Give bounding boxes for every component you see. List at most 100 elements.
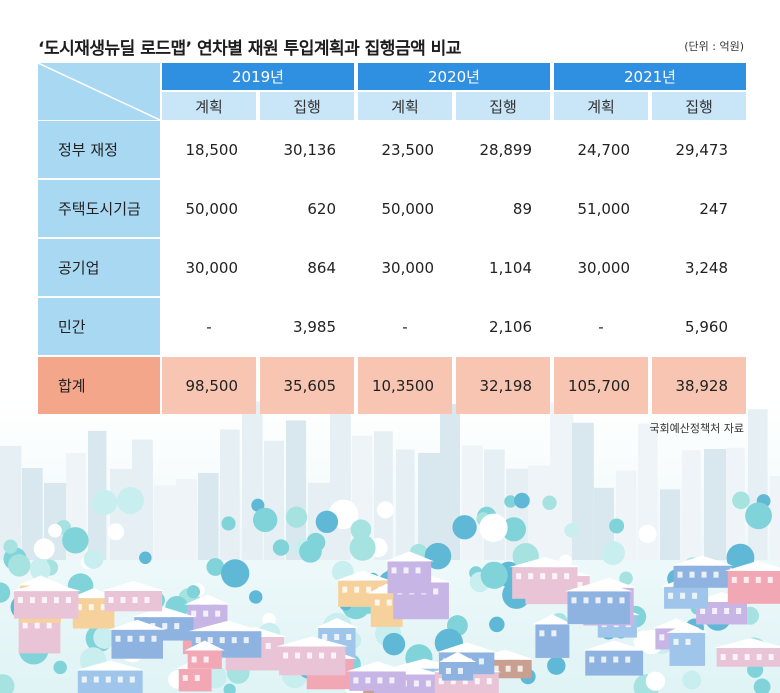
tree <box>107 523 125 541</box>
roof <box>184 594 231 605</box>
window <box>144 596 150 603</box>
tree <box>376 501 394 519</box>
tower <box>682 450 701 560</box>
window <box>354 586 360 593</box>
tree <box>186 585 201 599</box>
window <box>127 635 133 642</box>
window <box>713 571 719 578</box>
value-cell: 35,605 <box>260 357 354 414</box>
roof <box>108 619 166 630</box>
window <box>415 567 421 574</box>
window <box>577 582 583 589</box>
roof <box>564 581 633 592</box>
window <box>120 596 126 603</box>
tower <box>616 470 637 560</box>
window <box>731 576 737 583</box>
value-cell: 3,248 <box>652 239 746 296</box>
window <box>117 676 123 683</box>
tree <box>349 534 376 561</box>
roof <box>184 640 225 651</box>
window <box>743 576 749 583</box>
window <box>132 596 138 603</box>
window <box>425 680 431 687</box>
tower <box>528 465 551 560</box>
window <box>319 652 325 659</box>
roof <box>10 581 82 592</box>
tree <box>480 561 508 589</box>
window <box>374 599 380 606</box>
window <box>191 656 197 663</box>
window <box>700 607 706 614</box>
tree <box>249 590 263 604</box>
tower <box>704 448 728 560</box>
tree <box>299 540 322 563</box>
window <box>182 674 188 681</box>
tree <box>62 527 89 554</box>
year-header: 2019년 <box>162 63 354 90</box>
tower <box>242 401 263 560</box>
window <box>191 610 197 617</box>
house <box>13 591 79 619</box>
tree <box>350 519 372 541</box>
tree <box>645 671 666 691</box>
tree <box>0 674 15 693</box>
tower <box>462 445 483 560</box>
tree <box>501 517 526 542</box>
value-cell: 50,000 <box>162 180 256 237</box>
house <box>279 646 346 676</box>
value-cell: 30,000 <box>554 239 648 296</box>
house <box>664 586 709 609</box>
tree <box>83 549 104 569</box>
window <box>595 597 601 604</box>
window <box>53 597 59 604</box>
window <box>307 652 313 659</box>
window <box>462 678 468 685</box>
tree <box>48 523 62 538</box>
window <box>724 607 730 614</box>
window <box>194 674 200 681</box>
window <box>607 597 613 604</box>
tree <box>91 489 118 516</box>
window <box>100 604 106 611</box>
window <box>81 676 87 683</box>
source: 국회예산정책처 자료 <box>649 422 744 435</box>
window <box>438 678 444 685</box>
window <box>219 637 225 644</box>
tree <box>252 507 278 533</box>
window <box>756 654 762 661</box>
tower <box>550 402 574 560</box>
tower <box>176 479 197 560</box>
window <box>486 678 492 685</box>
tree <box>33 538 55 560</box>
window <box>659 634 665 641</box>
house <box>585 650 644 676</box>
city <box>0 401 780 693</box>
tree <box>514 492 530 509</box>
value-cell: 30,000 <box>162 239 256 296</box>
value-cell: 51,000 <box>554 180 648 237</box>
tree <box>753 678 771 693</box>
value-cell: 1,104 <box>456 239 550 296</box>
window <box>528 573 534 580</box>
tower <box>374 431 393 560</box>
tower <box>660 489 681 560</box>
window <box>366 586 372 593</box>
house <box>111 629 163 659</box>
tree <box>732 491 750 510</box>
window <box>129 676 135 683</box>
window <box>22 622 28 629</box>
value-cell: 2,106 <box>456 298 550 355</box>
window <box>265 643 271 650</box>
window <box>365 677 371 684</box>
roof <box>101 580 166 591</box>
tree <box>30 557 49 576</box>
window <box>34 622 40 629</box>
window <box>46 622 52 629</box>
value-cell: 38,928 <box>652 357 746 414</box>
row-label: 주택도시기금 <box>38 180 160 237</box>
tree <box>53 660 67 675</box>
window <box>673 638 679 645</box>
roof <box>131 607 197 618</box>
value-cell: 23,500 <box>358 121 452 178</box>
roof <box>670 555 734 566</box>
